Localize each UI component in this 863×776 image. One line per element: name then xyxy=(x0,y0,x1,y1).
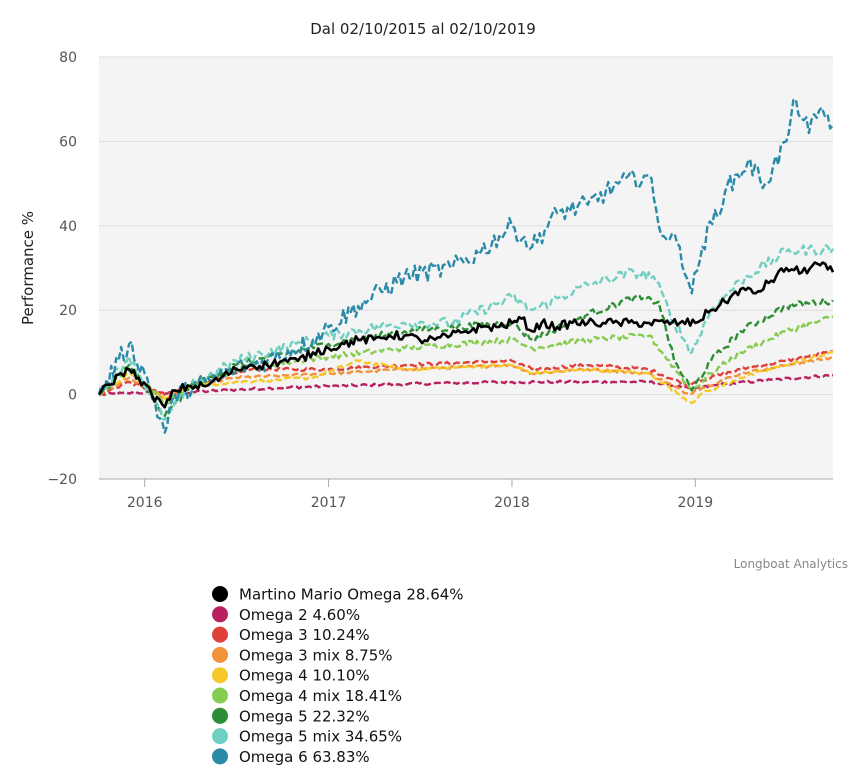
legend-label: Omega 5 mix 34.65% xyxy=(239,728,402,746)
x-tick-label: 2017 xyxy=(311,495,347,511)
plot-area xyxy=(99,57,833,479)
legend-dot-icon xyxy=(212,586,228,602)
legend-dot-icon xyxy=(212,606,228,623)
legend-item[interactable]: Omega 5 mix 34.65% xyxy=(212,728,402,746)
legend-label: Omega 4 mix 18.41% xyxy=(239,687,402,705)
y-tick-label: 40 xyxy=(59,219,77,235)
series-line-4[interactable] xyxy=(98,350,834,405)
x-tick-label: 2016 xyxy=(127,495,163,511)
legend-label: Martino Mario Omega 28.64% xyxy=(239,586,464,604)
y-axis-label: Performance % xyxy=(19,211,37,325)
legend-label: Omega 5 22.32% xyxy=(239,707,370,725)
legend-item[interactable]: Omega 2 4.60% xyxy=(212,606,360,624)
series-line-0[interactable] xyxy=(97,261,835,409)
legend-dot-icon xyxy=(212,728,228,745)
legend-label: Omega 3 10.24% xyxy=(239,626,370,644)
series-line-6[interactable] xyxy=(98,293,834,417)
series-line-8[interactable] xyxy=(97,98,834,434)
y-tick-label: −20 xyxy=(47,472,77,488)
legend-label: Omega 6 63.83% xyxy=(239,748,370,766)
x-axis-ticks: 2016 2017 2018 2019 xyxy=(99,478,833,511)
legend-item[interactable]: Martino Mario Omega 28.64% xyxy=(212,586,464,604)
legend-dot-icon xyxy=(212,667,228,684)
legend-dot-icon xyxy=(212,707,228,724)
legend-dot-icon xyxy=(212,687,228,704)
series-line-5[interactable] xyxy=(97,315,834,405)
legend-item[interactable]: Omega 4 mix 18.41% xyxy=(212,687,402,705)
y-tick-label: 20 xyxy=(59,303,77,319)
legend-label: Omega 3 mix 8.75% xyxy=(239,646,393,664)
legend-dot-icon xyxy=(212,626,228,643)
legend-label: Omega 2 4.60% xyxy=(239,606,360,624)
credits-text[interactable]: Longboat Analytics xyxy=(734,557,848,571)
chart-title: Dal 02/10/2015 al 02/10/2019 xyxy=(310,20,535,38)
legend-dot-icon xyxy=(212,646,228,663)
legend-item[interactable]: Omega 6 63.83% xyxy=(212,748,370,766)
x-tick-label: 2018 xyxy=(494,495,530,511)
legend-item[interactable]: Omega 3 10.24% xyxy=(212,626,370,644)
legend-label: Omega 4 10.10% xyxy=(239,667,370,685)
legend: Martino Mario Omega 28.64% Omega 2 4.60% O… xyxy=(212,586,464,766)
y-axis-ticks: −20 0 20 40 60 80 xyxy=(47,50,77,488)
y-tick-label: 60 xyxy=(59,134,77,150)
x-tick-label: 2019 xyxy=(678,495,714,511)
series-line-1[interactable] xyxy=(98,373,834,397)
legend-item[interactable]: Omega 3 mix 8.75% xyxy=(212,646,393,664)
series-lines xyxy=(97,98,835,434)
legend-item[interactable]: Omega 5 22.32% xyxy=(212,707,370,725)
legend-dot-icon xyxy=(212,748,228,765)
y-tick-label: 0 xyxy=(68,388,77,404)
y-tick-label: 80 xyxy=(59,50,77,66)
legend-item[interactable]: Omega 4 10.10% xyxy=(212,667,370,685)
